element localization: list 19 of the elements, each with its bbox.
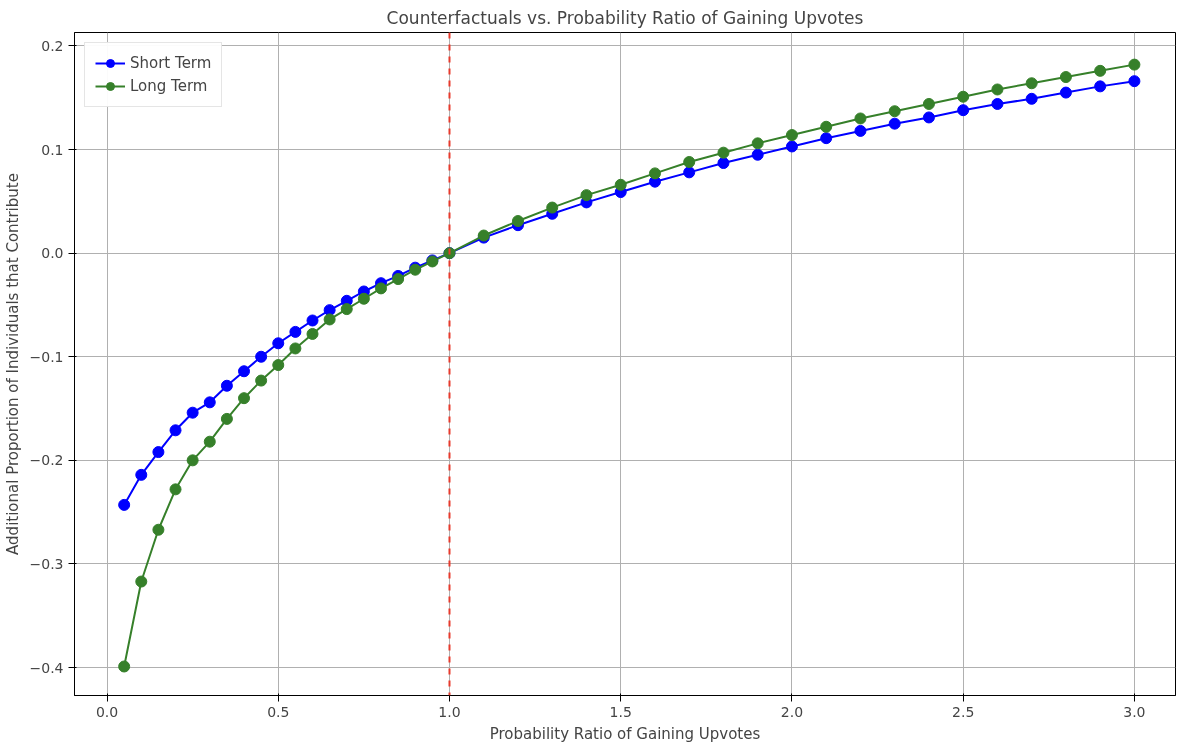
x-tick-label: 3.0 bbox=[1123, 703, 1146, 720]
x-tick-label: 0.5 bbox=[267, 703, 290, 720]
y-tick-label: −0.3 bbox=[29, 555, 64, 572]
legend-label: Long Term bbox=[130, 77, 208, 95]
x-tick-label: 2.0 bbox=[780, 703, 804, 720]
y-tick-label: −0.2 bbox=[29, 452, 64, 469]
y-tick-label: 0.2 bbox=[41, 37, 64, 54]
y-tick-label: −0.1 bbox=[29, 348, 64, 365]
legend-label: Short Term bbox=[130, 54, 212, 72]
chart-title: Counterfactuals vs. Probability Ratio of Gaining Upvotes bbox=[386, 7, 864, 28]
y-tick-label: −0.4 bbox=[29, 659, 64, 676]
y-axis-title: Additional Proportion of Individuals that Contribute bbox=[3, 173, 22, 555]
x-tick-label: 1.5 bbox=[609, 703, 632, 720]
y-tick-label: 0.1 bbox=[41, 141, 64, 158]
x-tick-label: 2.5 bbox=[952, 703, 975, 720]
x-tick-label: 0.0 bbox=[95, 703, 119, 720]
y-tick-label: 0.0 bbox=[41, 245, 64, 262]
x-axis-title: Probability Ratio of Gaining Upvotes bbox=[489, 724, 761, 743]
x-tick-label: 1.0 bbox=[438, 703, 461, 720]
